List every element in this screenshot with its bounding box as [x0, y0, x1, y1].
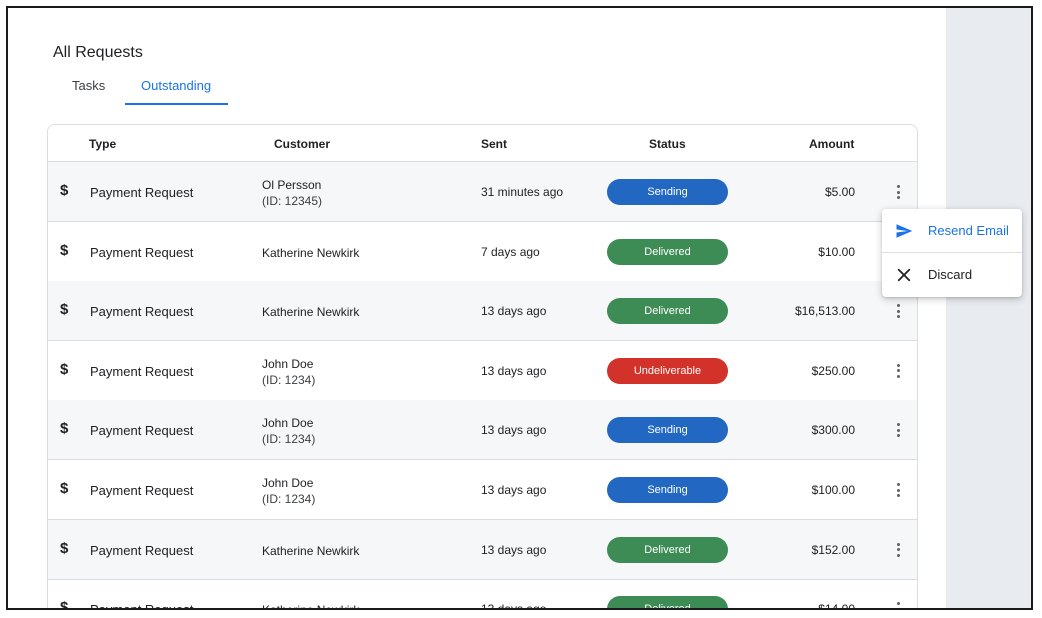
sent-time: 13 days ago	[481, 542, 547, 557]
customer-name: Katherine Newkirk	[262, 543, 360, 558]
table-row[interactable]: $ Payment Request John Doe (ID: 1234) 13 day…	[48, 400, 917, 461]
customer-name: John Doe	[262, 416, 314, 431]
request-type: Payment Request	[90, 244, 194, 260]
customer-name: Katherine Newkirk	[262, 245, 360, 260]
table-row[interactable]: $ Payment Request Ol Persson (ID: 12345) 31 …	[48, 162, 917, 222]
status-badge: Sending	[607, 179, 728, 205]
customer-name: Katherine Newkirk	[262, 305, 360, 320]
requests-card: All Requests Tasks Outstanding Type Cust…	[8, 8, 946, 610]
app-frame: All Requests Tasks Outstanding Type Cust…	[6, 6, 1033, 610]
sent-time: 31 minutes ago	[481, 185, 564, 199]
requests-table: Type Customer Sent Status Amount $ Paymen…	[47, 124, 918, 610]
amount: $10.00	[818, 244, 855, 259]
sent-time: 13 days ago	[481, 304, 547, 319]
amount: $250.00	[811, 363, 855, 378]
customer-name: John Doe	[262, 356, 314, 371]
status-badge: Delivered	[607, 536, 728, 563]
column-header-customer: Customer	[274, 137, 331, 151]
tab-outstanding[interactable]: Outstanding	[141, 78, 212, 93]
request-type: Payment Request	[90, 602, 194, 610]
customer-cell: Katherine Newkirk	[262, 304, 359, 320]
customer-cell: John Doe (ID: 1234)	[262, 356, 315, 388]
dollar-icon: $	[60, 480, 69, 497]
customer-cell: Ol Persson (ID: 12345)	[262, 177, 322, 209]
sent-time: 13 days ago	[481, 483, 547, 497]
menu-item-discard[interactable]: Discard	[882, 253, 1022, 296]
request-type: Payment Request	[90, 304, 194, 320]
status-badge: Delivered	[607, 298, 728, 325]
customer-cell: Katherine Newkirk	[262, 245, 359, 261]
send-icon	[896, 224, 913, 238]
customer-id: (ID: 1234)	[262, 372, 316, 387]
tab-tasks[interactable]: Tasks	[72, 78, 106, 93]
column-header-amount: Amount	[809, 137, 855, 151]
table-row[interactable]: $ Payment Request Katherine Newkirk 13 days…	[48, 579, 917, 610]
amount: $16,513.00	[794, 304, 855, 319]
page-title: All Requests	[53, 44, 143, 61]
menu-item-resend-email[interactable]: Resend Email	[882, 209, 1022, 253]
dollar-icon: $	[60, 182, 69, 199]
customer-id: (ID: 1234)	[262, 432, 316, 447]
table-row[interactable]: $ Payment Request Katherine Newkirk 13 days…	[48, 519, 917, 580]
dollar-icon: $	[60, 420, 69, 438]
dollar-icon: $	[60, 241, 69, 259]
dollar-icon: $	[60, 539, 69, 557]
column-header-status: Status	[649, 137, 686, 151]
active-tab-indicator	[125, 103, 228, 105]
table-row[interactable]: $ Payment Request John Doe (ID: 1234) 13 day…	[48, 341, 917, 401]
request-type: Payment Request	[90, 363, 194, 379]
request-type: Payment Request	[90, 542, 194, 558]
request-type: Payment Request	[90, 423, 194, 439]
more-options-icon[interactable]	[893, 362, 903, 380]
row-actions-menu: Resend Email Discard	[882, 209, 1022, 297]
customer-cell: Katherine Newkirk	[262, 543, 359, 559]
status-badge: Delivered	[607, 238, 728, 265]
sent-time: 13 days ago	[481, 423, 547, 438]
more-options-icon[interactable]	[893, 481, 903, 499]
customer-name: Katherine Newkirk	[262, 602, 359, 608]
customer-cell: John Doe (ID: 1234)	[262, 475, 315, 507]
amount: $14.00	[818, 602, 855, 610]
close-icon	[897, 268, 911, 282]
amount: $152.00	[811, 542, 855, 557]
menu-label-discard: Discard	[928, 267, 973, 282]
customer-id: (ID: 12345)	[262, 194, 323, 208]
customer-name: John Doe	[262, 476, 314, 490]
status-badge: Sending	[607, 477, 728, 503]
more-options-icon[interactable]	[893, 541, 903, 559]
dollar-icon: $	[60, 599, 69, 610]
table-header: Type Customer Sent Status Amount	[48, 125, 917, 162]
more-options-icon[interactable]	[893, 421, 903, 439]
status-badge: Undeliverable	[607, 357, 728, 384]
amount: $300.00	[811, 423, 855, 438]
column-header-sent: Sent	[481, 137, 508, 151]
column-header-type: Type	[89, 137, 117, 151]
customer-cell: John Doe (ID: 1234)	[262, 415, 315, 447]
menu-label-resend-email: Resend Email	[928, 223, 1009, 238]
dollar-icon: $	[60, 301, 69, 319]
customer-cell: Katherine Newkirk	[262, 602, 359, 608]
amount: $100.00	[811, 483, 855, 497]
sent-time: 13 days ago	[481, 602, 547, 610]
dollar-icon: $	[60, 360, 69, 378]
sent-time: 13 days ago	[481, 363, 547, 378]
request-type: Payment Request	[90, 185, 194, 200]
table-row[interactable]: $ Payment Request Katherine Newkirk 7 days …	[48, 222, 917, 282]
sent-time: 7 days ago	[481, 244, 540, 259]
table-row[interactable]: $ Payment Request Katherine Newkirk 13 days…	[48, 281, 917, 342]
request-type: Payment Request	[90, 483, 194, 498]
more-options-icon[interactable]	[893, 600, 903, 608]
customer-id: (ID: 1234)	[262, 492, 316, 506]
status-badge: Delivered	[607, 596, 728, 608]
more-options-icon[interactable]	[893, 183, 903, 201]
amount: $5.00	[824, 185, 855, 199]
table-row[interactable]: $ Payment Request John Doe (ID: 1234) 13 day…	[48, 460, 917, 520]
customer-name: Ol Persson	[262, 178, 322, 192]
more-options-icon[interactable]	[893, 302, 903, 320]
status-badge: Sending	[607, 417, 728, 444]
